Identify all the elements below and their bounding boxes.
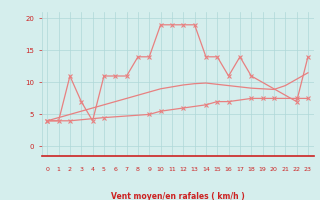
X-axis label: Vent moyen/en rafales ( km/h ): Vent moyen/en rafales ( km/h ) bbox=[111, 192, 244, 200]
